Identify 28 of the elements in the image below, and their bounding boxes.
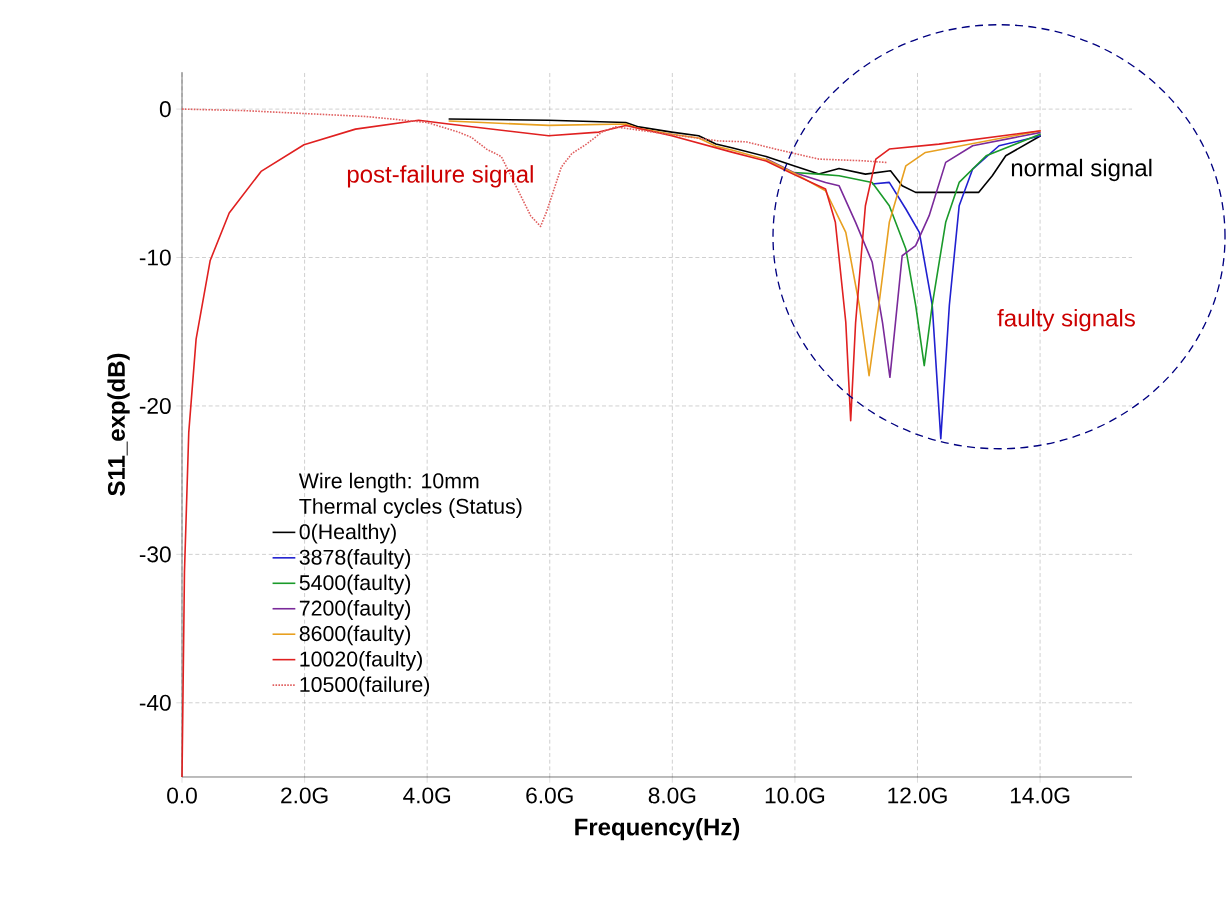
x-tick-label: 8.0G (648, 787, 696, 804)
legend-label: 8600(faulty) (299, 625, 411, 646)
x-tick-label: 6.0G (526, 787, 573, 804)
y-tick-label: -20 (139, 397, 171, 414)
y-tick-label: -30 (139, 546, 171, 563)
annotation: normal signal (1011, 158, 1152, 182)
legend-label: 10020(faulty) (300, 650, 422, 671)
y-tick-label: 0 (159, 101, 171, 118)
line-series (181, 108, 888, 228)
x-tick-label: 10.0G (765, 787, 825, 804)
legend-label: 5400(faulty) (299, 574, 411, 595)
y-axis-title: S11_exp(dB) (107, 353, 130, 496)
x-tick-label: 4.0G (403, 787, 451, 804)
x-tick-label: 14.0G (1010, 787, 1070, 804)
legend-label: 3878(faulty) (299, 549, 411, 569)
x-axis-title: Frequency(Hz) (575, 817, 740, 841)
y-tick-label: -40 (139, 694, 171, 711)
legend-label: 0(Healthy) (299, 523, 396, 544)
y-tick-label: -10 (139, 249, 171, 266)
x-tick-label: 2.0G (281, 787, 328, 804)
legend-title: Thermal cycles (Status) (299, 498, 522, 519)
x-tick-label: 0.0 (167, 787, 197, 804)
annotation: faulty signals (997, 308, 1135, 332)
legend-label: 10500(failure) (300, 676, 430, 697)
annotation: Wire length: 10mm (298, 472, 479, 493)
legend-label: 7200(faulty) (299, 600, 411, 620)
x-tick-label: 12.0G (888, 787, 947, 804)
annotation: post-failure signal (347, 165, 533, 188)
